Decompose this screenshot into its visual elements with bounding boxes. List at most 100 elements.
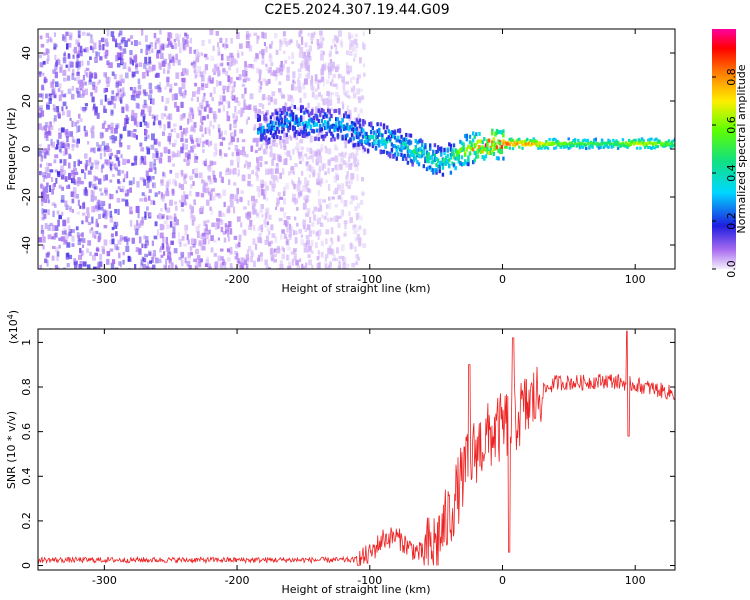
heatmap-cell: [284, 121, 287, 126]
heatmap-cell: [194, 82, 198, 87]
heatmap-cell: [296, 184, 301, 192]
heatmap-cell: [51, 255, 55, 261]
heatmap-cell: [265, 63, 268, 67]
heatmap-cell: [307, 267, 311, 269]
heatmap-cell: [82, 48, 87, 52]
heatmap-cell: [307, 102, 310, 109]
heatmap-cell: [247, 245, 252, 252]
heatmap-cell: [363, 131, 367, 136]
heatmap-cell: [114, 136, 118, 141]
heatmap-cell: [64, 35, 67, 43]
heatmap-cell: [261, 57, 265, 63]
heatmap-cell: [315, 159, 319, 166]
heatmap-cell: [177, 59, 181, 66]
heatmap-cell: [430, 167, 433, 172]
heatmap-cell: [451, 148, 454, 153]
heatmap-cell: [386, 137, 389, 142]
heatmap-cell: [351, 139, 355, 145]
heatmap-cell: [270, 62, 274, 67]
heatmap-cell: [532, 137, 535, 141]
heatmap-cell: [529, 143, 532, 147]
heatmap-cell: [411, 159, 414, 164]
heatmap-cell: [392, 130, 395, 135]
heatmap-cell: [572, 139, 575, 142]
heatmap-cell: [122, 236, 127, 241]
heatmap-cell: [46, 39, 49, 44]
heatmap-cell: [344, 141, 347, 149]
heatmap-cell: [83, 125, 86, 132]
heatmap-cell: [144, 136, 148, 142]
heatmap-cell: [208, 129, 211, 136]
heatmap-cell: [258, 86, 262, 93]
heatmap-cell: [330, 45, 333, 50]
heatmap-cell: [277, 249, 281, 254]
heatmap-cell: [266, 123, 269, 128]
heatmap-cell: [209, 29, 214, 36]
colorbar-tick-label: 0.4: [725, 164, 738, 182]
heatmap-cell: [481, 140, 484, 145]
heatmap-cell: [348, 116, 351, 122]
heatmap-cell: [126, 159, 130, 164]
heatmap-cell: [554, 146, 558, 150]
heatmap-cell: [305, 234, 310, 240]
heatmap-cell: [328, 110, 331, 115]
heatmap-cell: [53, 233, 57, 240]
heatmap-cell: [155, 72, 160, 78]
heatmap-cell: [401, 157, 405, 161]
heatmap-cell: [44, 122, 49, 128]
heatmap-cell: [127, 255, 131, 262]
heatmap-cell: [300, 139, 304, 144]
heatmap-cell: [368, 135, 371, 140]
heatmap-cell: [215, 222, 219, 227]
heatmap-cell: [266, 221, 269, 225]
heatmap-cell: [300, 171, 304, 176]
heatmap-cell: [513, 141, 516, 145]
heatmap-cell: [137, 211, 140, 219]
heatmap-cell: [165, 208, 167, 212]
heatmap-cell: [308, 174, 312, 178]
heatmap-cell: [184, 138, 188, 143]
heatmap-cell: [275, 249, 278, 255]
heatmap-cell: [491, 128, 494, 133]
heatmap-cell: [38, 110, 43, 115]
heatmap-cell: [186, 234, 189, 241]
heatmap-cell: [397, 135, 400, 140]
heatmap-cell: [573, 141, 577, 145]
heatmap-cell: [165, 237, 168, 244]
heatmap-cell: [263, 114, 266, 119]
heatmap-cell: [446, 159, 449, 164]
heatmap-cell: [608, 139, 612, 143]
heatmap-cell: [432, 152, 435, 156]
heatmap-cell: [174, 58, 178, 64]
heatmap-cell: [299, 160, 302, 164]
heatmap-cell: [392, 154, 395, 159]
heatmap-cell: [271, 91, 276, 97]
heatmap-cell: [414, 150, 417, 155]
heatmap-cell: [589, 142, 593, 146]
heatmap-cell: [346, 69, 350, 74]
heatmap-cell: [265, 235, 270, 241]
heatmap-cell: [194, 168, 198, 173]
heatmap-cell: [104, 94, 107, 102]
heatmap-cell: [262, 32, 267, 39]
heatmap-cell: [233, 81, 236, 88]
heatmap-cell: [163, 124, 166, 131]
heatmap-cell: [69, 117, 72, 121]
heatmap-cell: [327, 62, 332, 70]
heatmap-cell: [443, 151, 446, 155]
heatmap-cell: [345, 180, 348, 187]
heatmap-cell: [647, 142, 650, 146]
heatmap-cell: [301, 184, 306, 192]
heatmap-cell: [246, 249, 250, 255]
heatmap-cell: [222, 68, 226, 74]
heatmap-cell: [148, 56, 152, 64]
heatmap-cell: [126, 189, 130, 196]
heatmap-cell: [99, 188, 102, 192]
heatmap-cell: [179, 242, 182, 247]
heatmap-cell: [195, 268, 199, 269]
heatmap-cell: [209, 206, 212, 211]
heatmap-cell: [157, 141, 161, 147]
heatmap-cell: [296, 131, 300, 136]
heatmap-cell: [624, 144, 628, 148]
heatmap-cell: [348, 156, 351, 162]
